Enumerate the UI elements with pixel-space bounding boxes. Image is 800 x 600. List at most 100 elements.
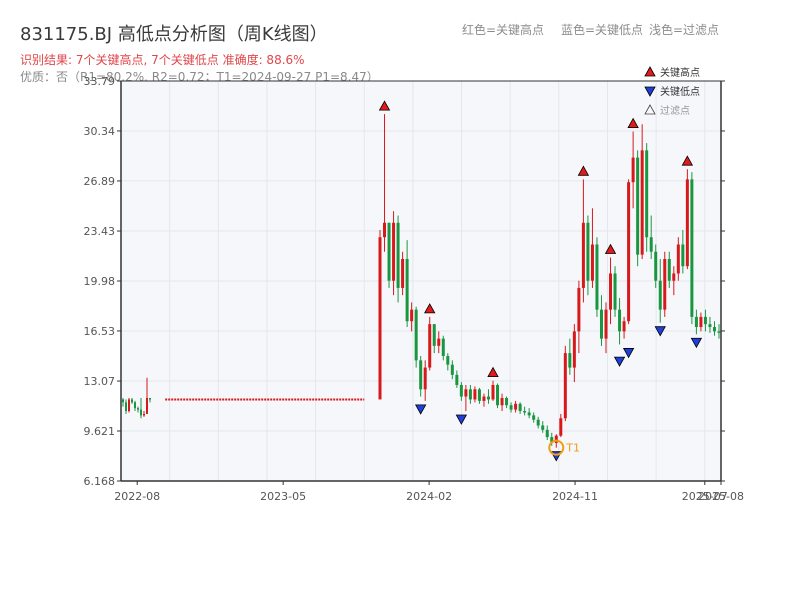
legend-label: 关键高点 <box>660 66 700 79</box>
legend-marker <box>644 66 656 77</box>
candle-body <box>685 179 689 267</box>
candle-body <box>577 287 581 332</box>
candle-body <box>441 338 445 356</box>
candle-body <box>500 397 504 406</box>
y-tick-label: 19.98 <box>84 275 116 288</box>
candle-body <box>523 411 527 413</box>
result-summary: 识别结果: 7个关键高点, 7个关键低点 准确度: 88.6% <box>20 53 305 67</box>
candle-body <box>658 280 662 310</box>
candle-body <box>717 331 721 333</box>
candle-body <box>149 397 151 400</box>
candle-body <box>509 405 513 410</box>
x-tick-label: 2024-02 <box>406 490 452 503</box>
legend-marker <box>644 86 656 97</box>
candle-body <box>392 222 396 281</box>
candle-body <box>590 244 594 281</box>
candle-body <box>383 222 387 238</box>
candle-body <box>681 244 685 267</box>
legend-marker <box>644 104 656 115</box>
legend-label: 关键低点 <box>660 85 700 98</box>
t1-label: T1 <box>565 442 580 455</box>
candle-body <box>676 244 680 274</box>
candle-body <box>505 397 509 406</box>
y-tick-label: 6.168 <box>84 475 116 488</box>
candle-body <box>645 150 649 238</box>
legend-text-high: 红色=关键高点 <box>462 23 545 37</box>
candle-body <box>140 409 142 416</box>
candle-body <box>563 353 567 419</box>
candle-body <box>432 324 436 346</box>
candle-body <box>636 157 640 255</box>
y-tick-label: 16.53 <box>84 325 116 338</box>
key-low-marker <box>654 326 666 337</box>
candle-body <box>455 374 459 385</box>
candle-body <box>667 258 671 281</box>
candle-body <box>428 324 432 368</box>
candle-body <box>545 429 549 438</box>
legend-label: 过滤点 <box>660 104 690 117</box>
candle-body <box>419 360 423 390</box>
candle-body <box>609 273 613 310</box>
candle-body <box>446 355 450 365</box>
candle-body <box>581 222 585 288</box>
x-tick-label: 2024-11 <box>552 490 598 503</box>
candle-body <box>703 316 707 325</box>
key-low-marker <box>415 404 427 415</box>
y-tick-label: 33.79 <box>84 75 116 88</box>
y-tick-label: 30.34 <box>84 125 116 138</box>
legend-text-low: 蓝色=关键低点 <box>561 23 644 37</box>
candle-body <box>143 413 145 416</box>
candle-body <box>401 258 405 288</box>
candle-body <box>464 389 468 397</box>
candle-body <box>699 316 703 328</box>
candle-body <box>378 237 382 400</box>
candle-body <box>486 396 490 400</box>
candle-body <box>518 403 522 412</box>
y-tick-label: 23.43 <box>84 225 116 238</box>
candle-body <box>627 182 631 322</box>
candle-body <box>690 179 694 317</box>
key-high-marker <box>577 165 590 176</box>
key-high-marker <box>487 366 499 378</box>
key-high-marker <box>424 303 436 314</box>
key-high-marker <box>378 100 391 111</box>
candle-body <box>122 399 124 403</box>
candle-body <box>622 321 626 332</box>
candle-body <box>604 309 608 339</box>
candle-body <box>663 258 667 310</box>
candle-body <box>134 402 136 409</box>
candle-body <box>137 408 139 410</box>
candle-body <box>410 309 414 322</box>
candle-body <box>640 150 644 255</box>
candle-body <box>672 273 676 281</box>
x-tick-label: 2022-08 <box>114 490 160 503</box>
candle-body <box>473 389 477 400</box>
candle-body <box>595 244 599 310</box>
candle-body <box>631 157 635 183</box>
candle-body <box>468 389 472 400</box>
candle-body <box>496 384 500 406</box>
candle-body <box>477 389 481 401</box>
candle-body <box>514 403 518 410</box>
candle-body <box>541 425 545 430</box>
candle-body <box>712 327 716 332</box>
chart-title: 831175.BJ 高低点分析图（周K线图） <box>20 24 328 45</box>
candle-body <box>618 309 622 332</box>
key-low-marker <box>455 414 468 425</box>
x-tick-label: 2025-07 <box>682 490 728 503</box>
y-tick-label: 9.621 <box>84 425 116 438</box>
candle-body <box>423 367 427 390</box>
y-tick-label: 26.89 <box>84 175 116 188</box>
t1-circle <box>548 439 565 456</box>
candle-body <box>599 309 603 339</box>
y-tick-label: 13.07 <box>84 375 116 388</box>
candle-body <box>654 251 658 281</box>
candle-body <box>437 338 441 346</box>
candles-group <box>122 114 721 448</box>
key-high-marker <box>604 243 617 254</box>
candle-body <box>125 402 127 412</box>
candle-body <box>414 309 418 361</box>
candle-body <box>536 419 540 426</box>
candle-body <box>572 331 576 368</box>
